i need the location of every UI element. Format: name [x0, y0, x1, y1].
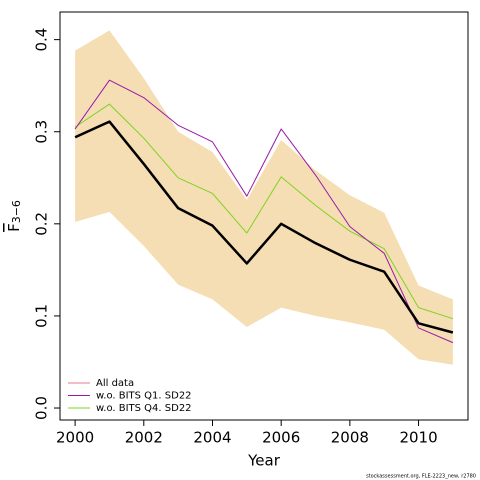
y-tick-label: 0.3 [33, 120, 51, 144]
y-label-sub: 3−6 [10, 200, 23, 223]
x-tick-label: 2004 [193, 429, 231, 447]
x-tick-label: 2002 [125, 429, 163, 447]
x-tick-label: 2000 [56, 429, 94, 447]
x-axis-label: Year [247, 452, 281, 470]
x-tick-label: 2008 [331, 429, 369, 447]
footer: stockassessment.org, FLE-2223_new, r2780 [366, 474, 476, 480]
y-tick-label: 0.2 [33, 212, 51, 236]
y-tick-label: 0.4 [33, 28, 51, 52]
y-tick-label: 0.0 [33, 396, 51, 420]
series-line [74, 103, 454, 320]
y-label-main: F [5, 223, 23, 232]
legend-label: All data [96, 378, 134, 389]
legend-label: w.o. BITS Q1. SD22 [96, 391, 192, 402]
x-tick-label: 2006 [262, 429, 300, 447]
y-axis-label: F3−6 [5, 200, 24, 232]
x-tick-label: 2010 [399, 429, 437, 447]
y-tick-label: 0.1 [33, 304, 51, 328]
plot-frame [59, 11, 469, 421]
series-line [74, 120, 454, 334]
legend-label: w.o. BITS Q4. SD22 [96, 403, 192, 414]
confidence-band [75, 30, 453, 365]
series-line [74, 79, 454, 344]
